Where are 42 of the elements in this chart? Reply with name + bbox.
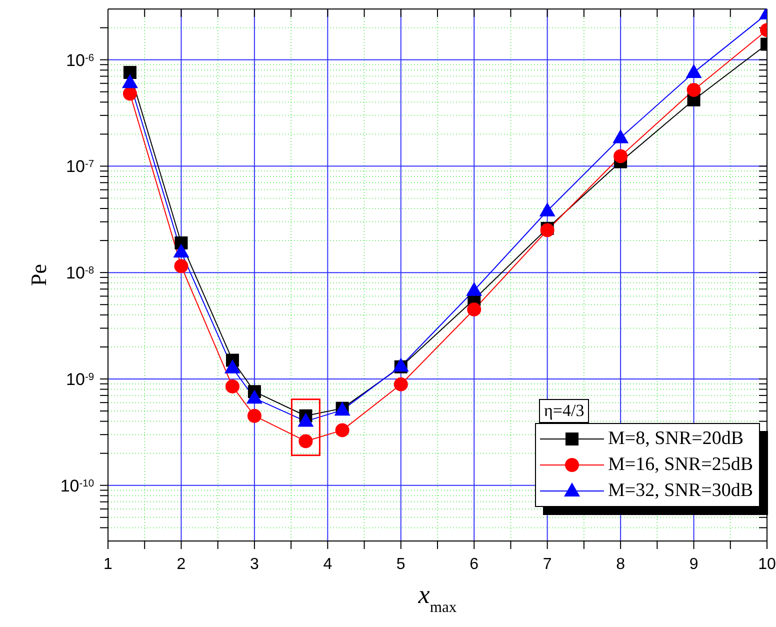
point [335,423,350,438]
point [298,434,313,448]
y-tick-label: 10$^{-7}$ [66,157,94,176]
legend-title: η=4/3 [539,399,590,423]
point [466,282,482,296]
x-tick-label: 10 [758,556,776,573]
point [173,244,190,258]
point [614,149,628,164]
x-tick-label: 3 [250,556,259,573]
x-tick-label: 7 [542,556,552,573]
point [246,390,262,404]
y-axis-title: Pe [26,264,51,286]
x-tick-label: 1 [104,556,113,573]
point [467,302,482,316]
point [540,223,554,238]
point [539,202,556,216]
point [394,377,408,392]
legend-label: M=32, SNR=30dB [608,479,753,503]
point [123,66,136,79]
point [247,408,262,423]
x-tick-label: 2 [176,556,186,573]
x-axis-title: x$_{max}$ [417,580,457,616]
point [392,358,409,372]
y-tick-label: 10$^{-6}$ [66,50,94,70]
x-tick-label: 6 [470,556,479,573]
x-tick-label: 9 [689,556,698,573]
point [224,359,240,374]
y-tick-label: 10$^{-9}$ [66,370,94,389]
y-tick-label: 10$^{-8}$ [66,264,94,283]
legend-label: M=8, SNR=20dB [608,427,744,451]
point [122,86,137,101]
point [225,379,240,394]
point [612,129,629,144]
x-tick-label: 8 [616,556,626,573]
point [122,74,138,88]
point [686,64,702,78]
legend-label: M=16, SNR=25dB [608,453,753,477]
y-tick-label: 10$^{-10}$ [60,476,94,496]
x-tick-label: 5 [396,556,406,573]
point [174,259,188,274]
x-tick-label: 4 [323,556,332,573]
point [686,82,701,97]
